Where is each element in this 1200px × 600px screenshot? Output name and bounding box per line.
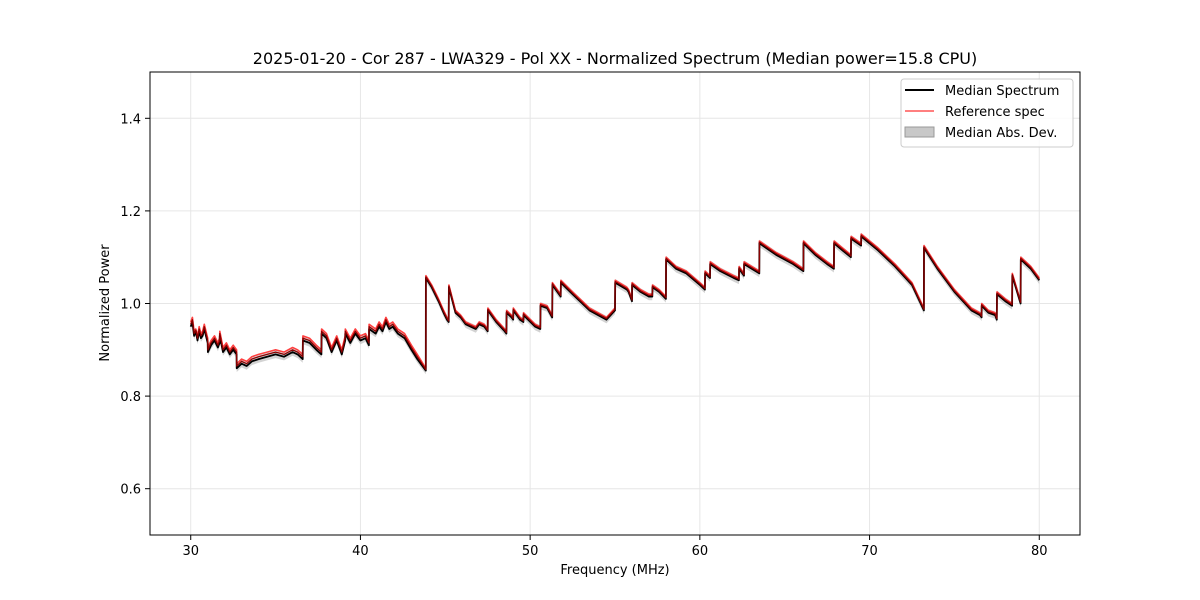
x-tick-label: 40: [352, 544, 369, 559]
y-axis-ticks: 0.6 0.8 1.0 1.2 1.4: [120, 112, 150, 498]
mad-band-group: [190, 232, 1040, 375]
x-axis-ticks: 30 40 50 60 70 80: [182, 535, 1048, 559]
x-tick-label: 30: [182, 544, 199, 559]
y-axis-label: Normalized Power: [98, 244, 113, 362]
y-tick-label: 1.0: [120, 298, 141, 313]
x-tick-label: 70: [861, 544, 878, 559]
x-axis-label: Frequency (MHz): [560, 563, 669, 578]
legend-mad-swatch: [904, 126, 935, 138]
mad-band: [190, 232, 1040, 375]
legend-reference-label: Reference spec: [945, 105, 1045, 120]
median-spectrum-line: [189, 235, 1041, 372]
y-tick-label: 0.8: [120, 390, 141, 405]
chart-title: 2025-01-20 - Cor 287 - LWA329 - Pol XX -…: [253, 49, 977, 68]
x-tick-label: 60: [692, 544, 709, 559]
legend-mad-label: Median Abs. Dev.: [945, 126, 1057, 141]
y-tick-label: 1.2: [120, 205, 141, 220]
legend-median-label: Median Spectrum: [945, 84, 1059, 99]
reference-spec-line: [189, 233, 1040, 370]
legend: Median Spectrum Reference spec Median Ab…: [900, 78, 1074, 148]
x-tick-label: 50: [522, 544, 539, 559]
series-lines: [189, 233, 1041, 372]
overlap-line: [190, 234, 1040, 371]
y-tick-label: 0.6: [120, 483, 141, 498]
legend-box: [900, 78, 1074, 148]
x-tick-label: 80: [1031, 544, 1048, 559]
y-tick-label: 1.4: [120, 112, 141, 127]
